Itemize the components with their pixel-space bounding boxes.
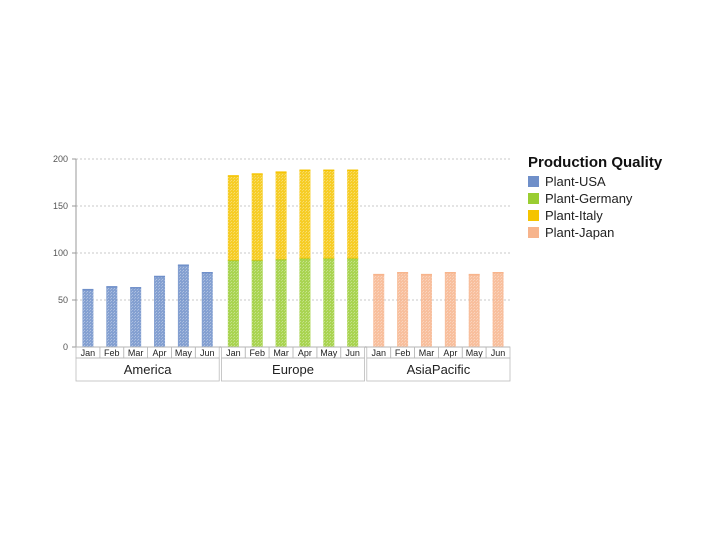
bar-asiapacific-apr-plant-japan-texture	[444, 272, 456, 347]
bar-europe-jun-plant-italy-texture	[347, 170, 359, 259]
category-label-europe-feb: Feb	[249, 348, 265, 358]
legend-label-plant-italy: Plant-Italy	[545, 208, 603, 223]
bar-europe-jun-plant-germany-texture	[347, 258, 359, 347]
category-axis: Jan Feb Mar Apr May Jun America Jan Feb Mar Apr May…	[75, 346, 511, 382]
bar-europe-feb-plant-italy-texture	[251, 174, 263, 261]
category-label-asiapacific-jun: Jun	[491, 348, 506, 358]
category-label-europe-mar: Mar	[273, 348, 289, 358]
bars	[82, 169, 504, 347]
category-label-america-jun: Jun	[200, 348, 215, 358]
bar-america-mar-plant-usa-texture	[130, 287, 142, 347]
bar-america-apr-plant-usa-texture	[154, 276, 166, 347]
bar-america-jun-plant-usa-texture	[201, 272, 213, 347]
y-tick-label-50: 50	[58, 295, 68, 305]
y-tick-label-0: 0	[63, 342, 68, 352]
category-label-asiapacific-may: May	[466, 348, 484, 358]
y-tick-label-200: 200	[53, 154, 68, 164]
bar-europe-apr-plant-italy-texture	[299, 170, 311, 259]
legend-swatch-plant-usa	[528, 176, 539, 187]
bar-asiapacific-feb-plant-japan-texture	[397, 272, 409, 347]
y-tick-label-100: 100	[53, 248, 68, 258]
category-label-europe-jan: Jan	[226, 348, 241, 358]
category-label-america-feb: Feb	[104, 348, 120, 358]
bar-asiapacific-jun-plant-japan-texture	[492, 272, 504, 347]
bar-europe-jan-plant-italy-texture	[227, 175, 239, 261]
group-label-asiapacific: AsiaPacific	[407, 362, 471, 377]
category-label-europe-apr: Apr	[298, 348, 312, 358]
bar-asiapacific-may-plant-japan-texture	[468, 274, 480, 347]
group-label-europe: Europe	[272, 362, 314, 377]
bar-asiapacific-mar-plant-japan-texture	[420, 274, 432, 347]
legend-label-plant-usa: Plant-USA	[545, 174, 606, 189]
category-label-america-may: May	[175, 348, 193, 358]
legend-swatch-plant-italy	[528, 210, 539, 221]
category-label-asiapacific-feb: Feb	[395, 348, 411, 358]
legend-item-plant-japan: Plant-Japan	[528, 224, 662, 241]
legend-item-plant-usa: Plant-USA	[528, 173, 662, 190]
y-tick-label-150: 150	[53, 201, 68, 211]
legend-label-plant-japan: Plant-Japan	[545, 225, 615, 240]
legend: Production Quality Plant-USA Plant-Germa…	[528, 154, 662, 241]
legend-item-plant-germany: Plant-Germany	[528, 190, 662, 207]
bar-america-feb-plant-usa-texture	[106, 286, 118, 347]
bar-europe-feb-plant-germany-texture	[251, 260, 263, 347]
bar-america-may-plant-usa-texture	[177, 265, 189, 347]
bar-asiapacific-jan-plant-japan-texture	[373, 274, 385, 347]
category-label-europe-may: May	[320, 348, 338, 358]
bar-europe-may-plant-germany-texture	[323, 258, 335, 347]
bar-europe-may-plant-italy-texture	[323, 170, 335, 259]
category-label-asiapacific-jan: Jan	[371, 348, 386, 358]
legend-item-plant-italy: Plant-Italy	[528, 207, 662, 224]
legend-swatch-plant-germany	[528, 193, 539, 204]
category-label-asiapacific-mar: Mar	[419, 348, 435, 358]
legend-label-plant-germany: Plant-Germany	[545, 191, 633, 206]
bar-europe-mar-plant-germany-texture	[275, 259, 287, 347]
category-label-america-jan: Jan	[81, 348, 96, 358]
group-label-america: America	[124, 362, 172, 377]
bar-europe-apr-plant-germany-texture	[299, 258, 311, 347]
category-label-america-apr: Apr	[153, 348, 167, 358]
bar-europe-jan-plant-germany-texture	[227, 260, 239, 347]
bar-europe-mar-plant-italy-texture	[275, 172, 287, 260]
legend-swatch-plant-japan	[528, 227, 539, 238]
legend-title: Production Quality	[528, 154, 663, 171]
group-cell-asiapacific	[366, 357, 511, 382]
category-label-europe-jun: Jun	[345, 348, 360, 358]
category-label-asiapacific-apr: Apr	[443, 348, 457, 358]
group-cell-america	[75, 357, 220, 382]
category-label-america-mar: Mar	[128, 348, 144, 358]
bar-america-jan-plant-usa-texture	[82, 289, 94, 347]
group-cell-europe	[220, 357, 365, 382]
